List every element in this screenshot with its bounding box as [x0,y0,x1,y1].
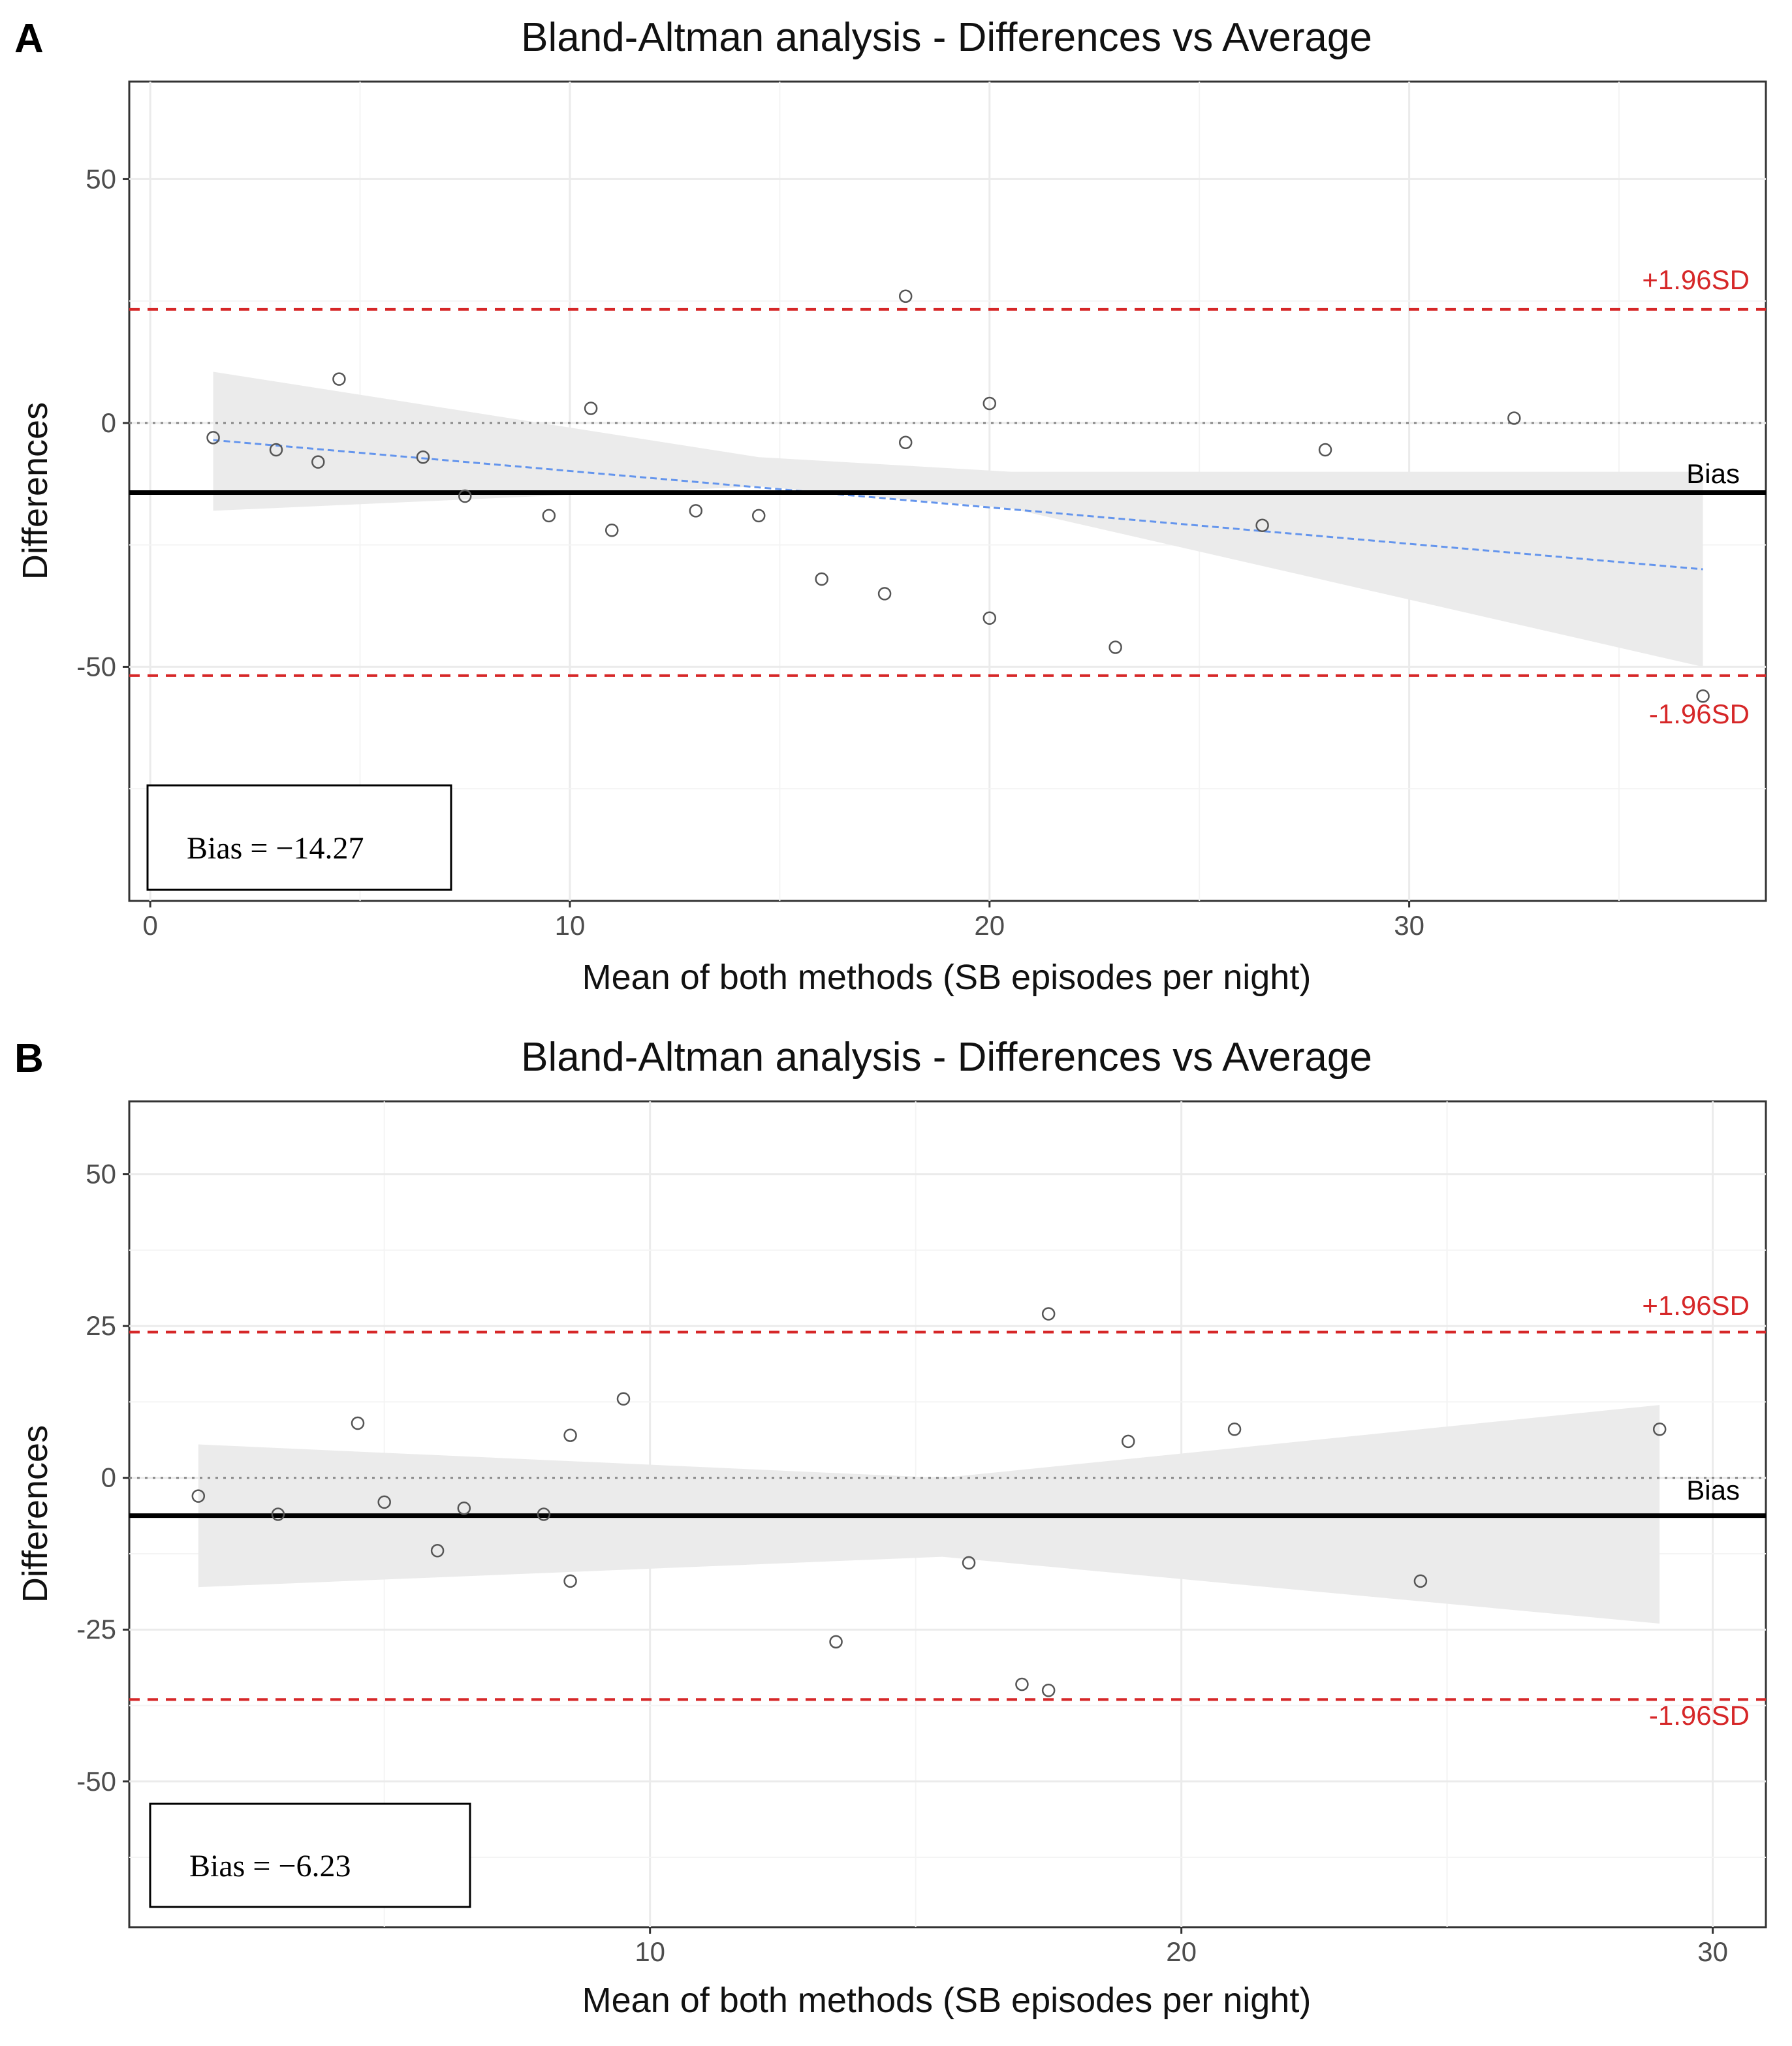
x-tick-label: 30 [1394,910,1424,941]
data-point [377,1495,391,1509]
data-point [1413,1574,1428,1588]
data-point [1108,640,1122,654]
data-point [542,509,556,523]
data-point [563,1574,577,1588]
y-tick-label: -50 [76,1766,116,1797]
confidence-band-layer [213,371,1703,667]
data-points-layer [191,1307,1667,1697]
data-point [311,455,325,469]
bias-annotation-box [149,1802,471,1908]
y-tick-label: 25 [86,1310,116,1341]
lower-loa-label: -1.96SD [1649,699,1750,729]
data-point [815,572,828,586]
bias-annotation-text: Bias = −6.23 [189,1849,351,1883]
y-tick-label: -25 [76,1614,116,1645]
x-tick-label: 10 [555,910,586,941]
bland-altman-chart-b: B Bland-Altman analysis - Differences vs… [14,1035,1767,2020]
data-point [269,443,283,457]
axis-ticks-layer: 10 20 30 50 25 0 -25 -50 [76,1159,1728,1967]
data-point [982,396,997,411]
axis-ticks-layer: 0 10 20 30 50 0 -50 [76,163,1424,941]
y-tick-label: 0 [101,1462,116,1493]
upper-loa-label: +1.96SD [1642,1290,1750,1321]
panel-a: A Bland-Altman analysis - Differences vs… [0,0,1792,1018]
data-points-layer [206,289,1710,703]
data-point [191,1489,206,1503]
data-point [206,431,220,445]
y-tick-label: 50 [86,1159,116,1189]
data-point [982,611,997,625]
data-point [751,509,766,523]
data-point [1507,411,1521,425]
reference-lines-layer [129,1330,1766,1701]
data-point [1041,1683,1056,1697]
x-tick-label: 20 [974,910,1005,941]
data-point [351,1416,365,1430]
data-point [616,1392,631,1406]
data-point [898,435,913,450]
lower-loa-label: -1.96SD [1649,1700,1750,1731]
bias-line-label: Bias [1686,458,1740,489]
data-point [1121,1434,1135,1449]
data-point [584,401,598,415]
data-point [689,504,703,518]
data-point [416,450,430,464]
data-point [829,1635,843,1649]
y-axis-label: Differences [16,1425,55,1603]
chart-title: Bland-Altman analysis - Differences vs A… [521,15,1372,60]
data-point [1318,443,1332,457]
bland-altman-chart-a: A Bland-Altman analysis - Differences vs… [14,15,1767,997]
bias-annotation-box [146,784,452,891]
data-point [1015,1677,1029,1692]
data-point [1696,689,1710,703]
upper-loa-label: +1.96SD [1642,264,1750,295]
data-point [430,1544,445,1558]
y-tick-label: 0 [101,407,116,438]
data-point [962,1556,976,1570]
regression-line [213,439,1703,571]
data-point [458,489,472,503]
data-point [563,1428,577,1442]
data-point [877,587,892,601]
data-point [332,372,346,386]
data-point [1041,1307,1056,1321]
x-axis-label: Mean of both methods (SB episodes per ni… [582,958,1312,997]
chart-title: Bland-Altman analysis - Differences vs A… [521,1035,1372,1080]
x-tick-label: 0 [142,910,157,941]
data-point [457,1501,471,1515]
data-point [605,524,619,537]
panel-letter: A [14,16,44,61]
panel-b: B Bland-Altman analysis - Differences vs… [0,1020,1792,2038]
x-tick-label: 10 [635,1936,665,1967]
bias-line-label: Bias [1686,1475,1740,1505]
y-axis-label: Differences [16,402,55,580]
data-point [898,289,913,303]
y-tick-label: -50 [76,651,116,682]
data-point [271,1507,285,1521]
x-axis-label: Mean of both methods (SB episodes per ni… [582,1981,1312,2020]
reference-lines-layer [129,307,1766,677]
x-tick-label: 30 [1697,1936,1728,1967]
data-point [1255,518,1269,533]
y-tick-label: 50 [86,163,116,194]
data-point [537,1507,551,1521]
confidence-band [213,371,1703,667]
bias-annotation-text: Bias = −14.27 [187,831,364,866]
data-point [1227,1423,1242,1436]
panel-letter: B [14,1036,44,1081]
data-point [1652,1423,1667,1436]
x-tick-label: 20 [1166,1936,1197,1967]
